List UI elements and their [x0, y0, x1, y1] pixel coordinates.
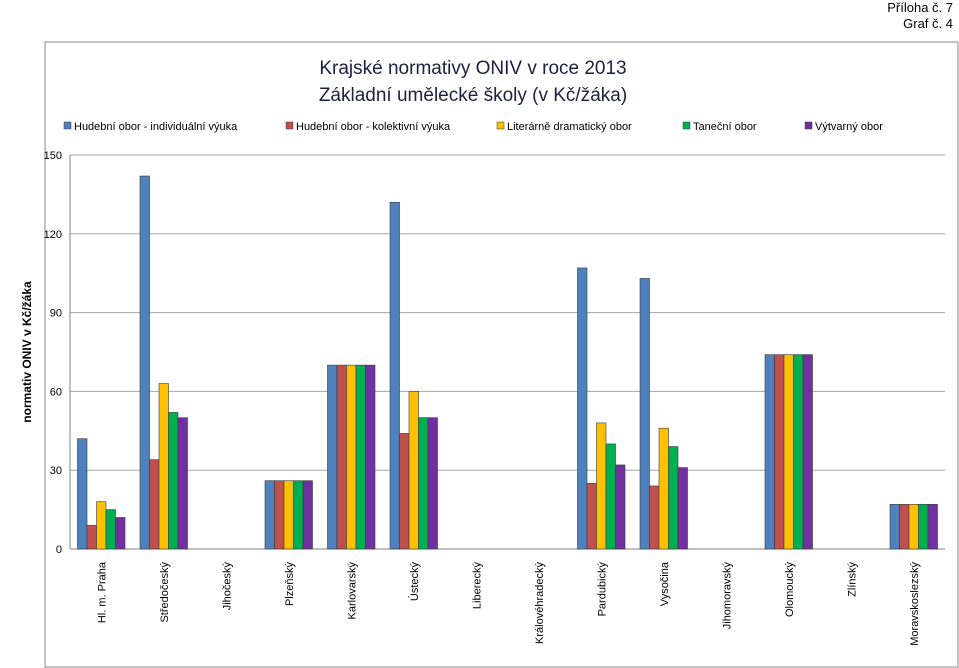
legend-entry: Hudební obor - kolektivní výuka: [296, 121, 451, 133]
bar: [774, 354, 785, 550]
legend-swatch: [63, 121, 72, 130]
bar: [668, 446, 679, 550]
bar: [86, 525, 97, 550]
legend-entry: Hudební obor - individuální výuka: [74, 121, 238, 133]
category-label: Moravskoslezský: [909, 562, 921, 646]
category-label: Plzeňský: [284, 562, 296, 607]
y-tick-label: 30: [50, 465, 62, 477]
legend: Hudební obor - individuální výuka Hudební…: [63, 121, 883, 133]
legend-swatch: [804, 121, 813, 130]
bar: [889, 504, 900, 550]
category-label: Jihočeský: [221, 562, 233, 611]
bar: [605, 443, 616, 550]
bar: [639, 278, 650, 550]
chart-frame: [44, 41, 959, 668]
y-axis-ticks: 0 30 60 90 120 150: [44, 150, 62, 556]
bar: [274, 480, 285, 550]
legend-entry: Výtvarný obor: [815, 121, 883, 133]
bar: [336, 364, 347, 550]
bar: [77, 438, 88, 550]
y-tick-label: 120: [44, 229, 62, 241]
chart-title: Krajské normativy ONIV v roce 2013: [319, 58, 626, 79]
category-label: Královéhradecký: [534, 562, 546, 644]
category-label: Karlovarský: [346, 562, 358, 620]
legend-swatch: [285, 121, 294, 130]
category-label: Liberecký: [471, 562, 483, 610]
bar: [677, 467, 688, 550]
bar: [658, 427, 669, 550]
gridlines: [69, 154, 945, 550]
category-label: Olomoucký: [784, 562, 796, 618]
bar: [115, 517, 126, 550]
graph-number-label: Graf č. 4: [903, 16, 953, 31]
bar: [105, 509, 116, 550]
legend-entry: Literárně dramatický obor: [507, 121, 632, 133]
bar: [139, 175, 150, 550]
bar: [427, 417, 438, 550]
bar: [927, 504, 938, 550]
bar: [293, 480, 304, 550]
category-label: Ústecký: [408, 562, 421, 602]
y-tick-label: 90: [50, 308, 62, 320]
annex-label: Příloha č. 7: [887, 0, 953, 15]
bar: [399, 433, 410, 550]
category-labels: Hl. m. Praha Středočeský Jihočeský Plzeňský…: [96, 561, 921, 646]
bar: [918, 504, 929, 550]
bars: [77, 175, 938, 550]
bar: [649, 485, 660, 550]
legend-swatch: [682, 121, 691, 130]
category-label: Zlínský: [846, 562, 858, 597]
bar: [596, 422, 607, 550]
category-label: Pardubický: [596, 562, 608, 617]
bar: [327, 364, 338, 550]
bar: [802, 354, 813, 550]
bar: [615, 464, 626, 550]
bar: [302, 480, 313, 550]
y-tick-label: 150: [44, 150, 62, 162]
bar: [96, 501, 107, 550]
bar: [418, 417, 429, 550]
category-label: Jihomoravský: [721, 562, 733, 630]
bar: [168, 412, 179, 550]
bar: [355, 364, 366, 550]
bar: [149, 459, 160, 550]
bar: [158, 383, 169, 550]
chart-subtitle: Základní umělecké školy (v Kč/žáka): [319, 85, 627, 106]
category-label: Hl. m. Praha: [96, 561, 108, 623]
bar: [764, 354, 775, 550]
category-label: Vysočina: [659, 561, 671, 606]
bar: [793, 354, 804, 550]
bar: [783, 354, 794, 550]
bar: [586, 483, 597, 550]
bar: [346, 364, 357, 550]
legend-swatch: [496, 121, 505, 130]
bar: [908, 504, 919, 550]
category-label: Středočeský: [159, 562, 171, 623]
bar: [899, 504, 910, 550]
y-axis-label: normativ ONIV v Kč/žáka: [20, 281, 34, 423]
y-tick-label: 0: [56, 544, 62, 556]
bar: [408, 391, 419, 550]
legend-entry: Taneční obor: [693, 121, 757, 133]
bar: [389, 201, 400, 550]
bar: [365, 364, 376, 550]
bar: [283, 480, 294, 550]
y-tick-label: 60: [50, 386, 62, 398]
bar: [577, 267, 588, 550]
bar: [177, 417, 188, 550]
bar: [264, 480, 275, 550]
